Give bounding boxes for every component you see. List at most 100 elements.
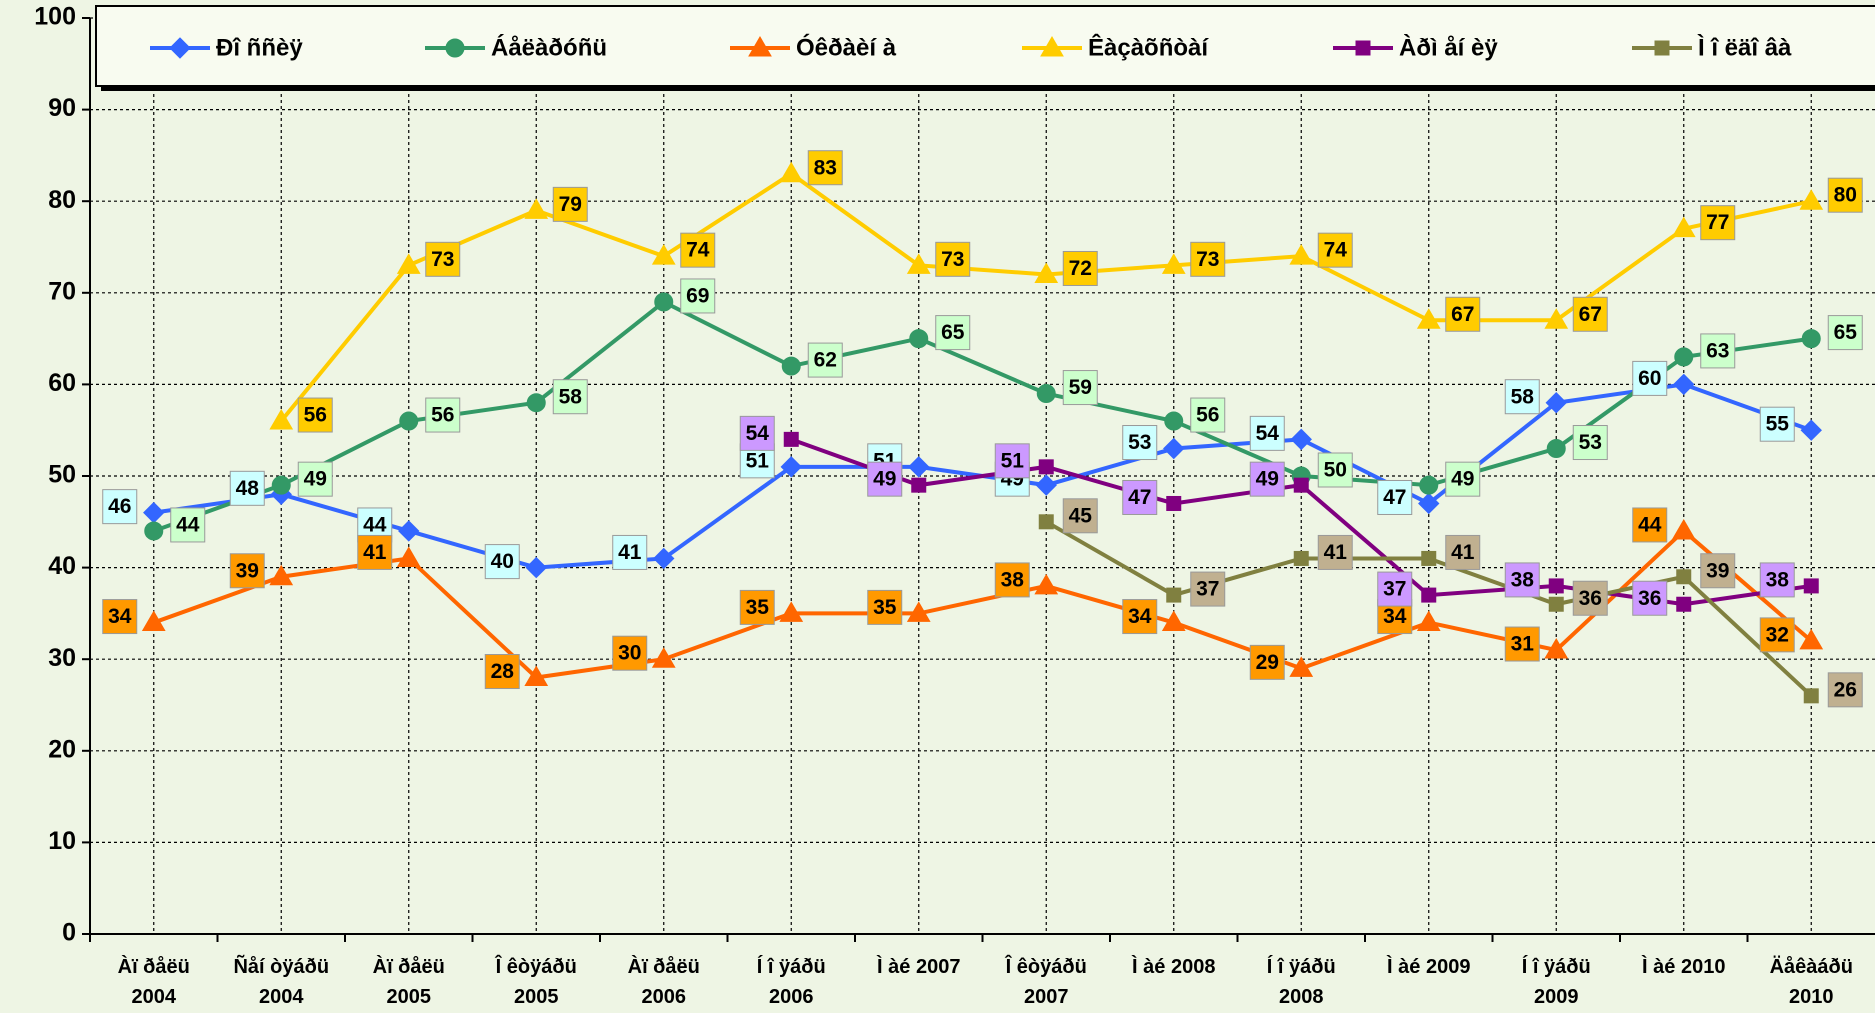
marker xyxy=(1034,573,1059,595)
marker xyxy=(269,409,294,430)
y-tick-label: 70 xyxy=(48,277,76,305)
data-label-box xyxy=(1632,360,1668,396)
y-tick-label: 10 xyxy=(48,827,76,855)
data-label: 53 xyxy=(1128,431,1151,454)
data-label: 65 xyxy=(1834,321,1858,344)
data-label: 58 xyxy=(559,385,583,408)
data-label: 45 xyxy=(1069,504,1093,527)
marker xyxy=(1163,437,1185,460)
data-label-box xyxy=(229,553,265,589)
x-tick-line: 2010 xyxy=(1789,986,1834,1008)
data-label: 51 xyxy=(746,449,770,472)
marker xyxy=(1166,587,1182,603)
data-label-box xyxy=(1827,315,1863,351)
data-label: 38 xyxy=(1001,568,1025,591)
x-tick-line: Ì àé 2009 xyxy=(1386,955,1470,978)
y-tick-label: 50 xyxy=(48,461,76,489)
data-label: 44 xyxy=(363,514,387,537)
y-tick-label: 80 xyxy=(48,186,76,214)
data-label-box xyxy=(1759,562,1795,598)
data-label: 36 xyxy=(1638,587,1661,610)
data-label: 63 xyxy=(1706,339,1729,362)
marker xyxy=(1293,477,1309,493)
data-label-box xyxy=(1504,626,1540,662)
marker xyxy=(1038,514,1054,530)
marker xyxy=(1545,392,1567,414)
x-tick-line: 2008 xyxy=(1279,986,1324,1008)
data-label-box xyxy=(357,534,393,570)
data-label-box xyxy=(1700,205,1736,241)
x-tick-label: Í î ÿáðü 2009 xyxy=(1522,955,1591,1008)
data-label-box xyxy=(994,443,1030,479)
data-label: 28 xyxy=(491,660,515,683)
data-label-box xyxy=(297,397,333,433)
marker xyxy=(1671,518,1696,540)
marker xyxy=(396,546,421,567)
data-label-box xyxy=(484,654,520,690)
data-label: 49 xyxy=(1256,468,1279,491)
marker xyxy=(1544,638,1569,659)
marker xyxy=(1416,610,1441,632)
marker xyxy=(1676,596,1692,612)
data-label-box xyxy=(1249,415,1285,451)
data-label-box xyxy=(1062,250,1098,286)
data-label: 65 xyxy=(941,321,965,344)
marker xyxy=(911,477,927,493)
x-tick-label: Ì àé 2007 xyxy=(876,955,960,978)
x-tick-line: 2004 xyxy=(132,986,177,1008)
data-label: 34 xyxy=(108,605,132,628)
data-label: 39 xyxy=(236,559,259,582)
marker xyxy=(1800,419,1822,441)
data-label-box xyxy=(935,315,971,351)
data-label-box xyxy=(1445,296,1481,332)
x-tick-line: Î êòÿáðü xyxy=(495,954,577,978)
data-label: 53 xyxy=(1579,431,1602,454)
data-label: 73 xyxy=(431,248,454,271)
data-label-box xyxy=(1122,479,1158,515)
marker xyxy=(524,665,549,687)
x-tick-line: Ì àé 2010 xyxy=(1641,955,1725,978)
marker xyxy=(1544,308,1569,329)
y-tick-label: 40 xyxy=(48,552,76,580)
x-tick-line: Í î ÿáðü xyxy=(1267,955,1336,978)
data-label-box xyxy=(612,635,648,671)
marker xyxy=(1671,216,1696,238)
x-tick-line: Í î ÿáðü xyxy=(1522,955,1591,978)
marker xyxy=(654,292,674,312)
data-label-box xyxy=(552,186,588,222)
data-label: 77 xyxy=(1706,211,1729,234)
data-label-box xyxy=(425,241,461,277)
data-label-box xyxy=(1827,177,1863,213)
x-tick-line: 2007 xyxy=(1024,986,1069,1008)
marker xyxy=(269,564,294,586)
data-label: 73 xyxy=(941,248,964,271)
marker xyxy=(1799,628,1824,650)
marker xyxy=(779,161,804,183)
marker xyxy=(1040,36,1064,57)
marker xyxy=(651,647,676,668)
data-label-box xyxy=(1190,241,1226,277)
data-label: 56 xyxy=(304,404,327,427)
x-tick-line: 2005 xyxy=(514,986,559,1008)
data-label-box xyxy=(1249,461,1285,497)
data-label: 31 xyxy=(1511,633,1535,656)
x-tick-label: Àï ðåëü 2006 xyxy=(628,955,700,1008)
data-label-box xyxy=(1572,425,1608,461)
y-tick-label: 60 xyxy=(48,369,76,397)
data-label-box xyxy=(1122,425,1158,461)
data-label-box xyxy=(102,599,138,635)
data-label-box xyxy=(1317,452,1353,488)
x-tick-label: Í î ÿáðü 2008 xyxy=(1267,955,1336,1008)
x-tick-line: 2009 xyxy=(1534,986,1579,1008)
data-label-box xyxy=(680,278,716,314)
data-label-box xyxy=(1827,672,1863,708)
marker xyxy=(783,431,799,447)
x-tick-label: Ì àé 2010 xyxy=(1641,955,1725,978)
legend-label: Àðì åí èÿ xyxy=(1399,33,1498,61)
data-label-box xyxy=(1572,580,1608,616)
marker xyxy=(1161,610,1186,632)
marker xyxy=(1799,189,1824,210)
data-label: 58 xyxy=(1511,385,1535,408)
x-tick-label: Ì àé 2009 xyxy=(1386,955,1470,978)
legend-label: Ðî ññèÿ xyxy=(216,34,303,61)
